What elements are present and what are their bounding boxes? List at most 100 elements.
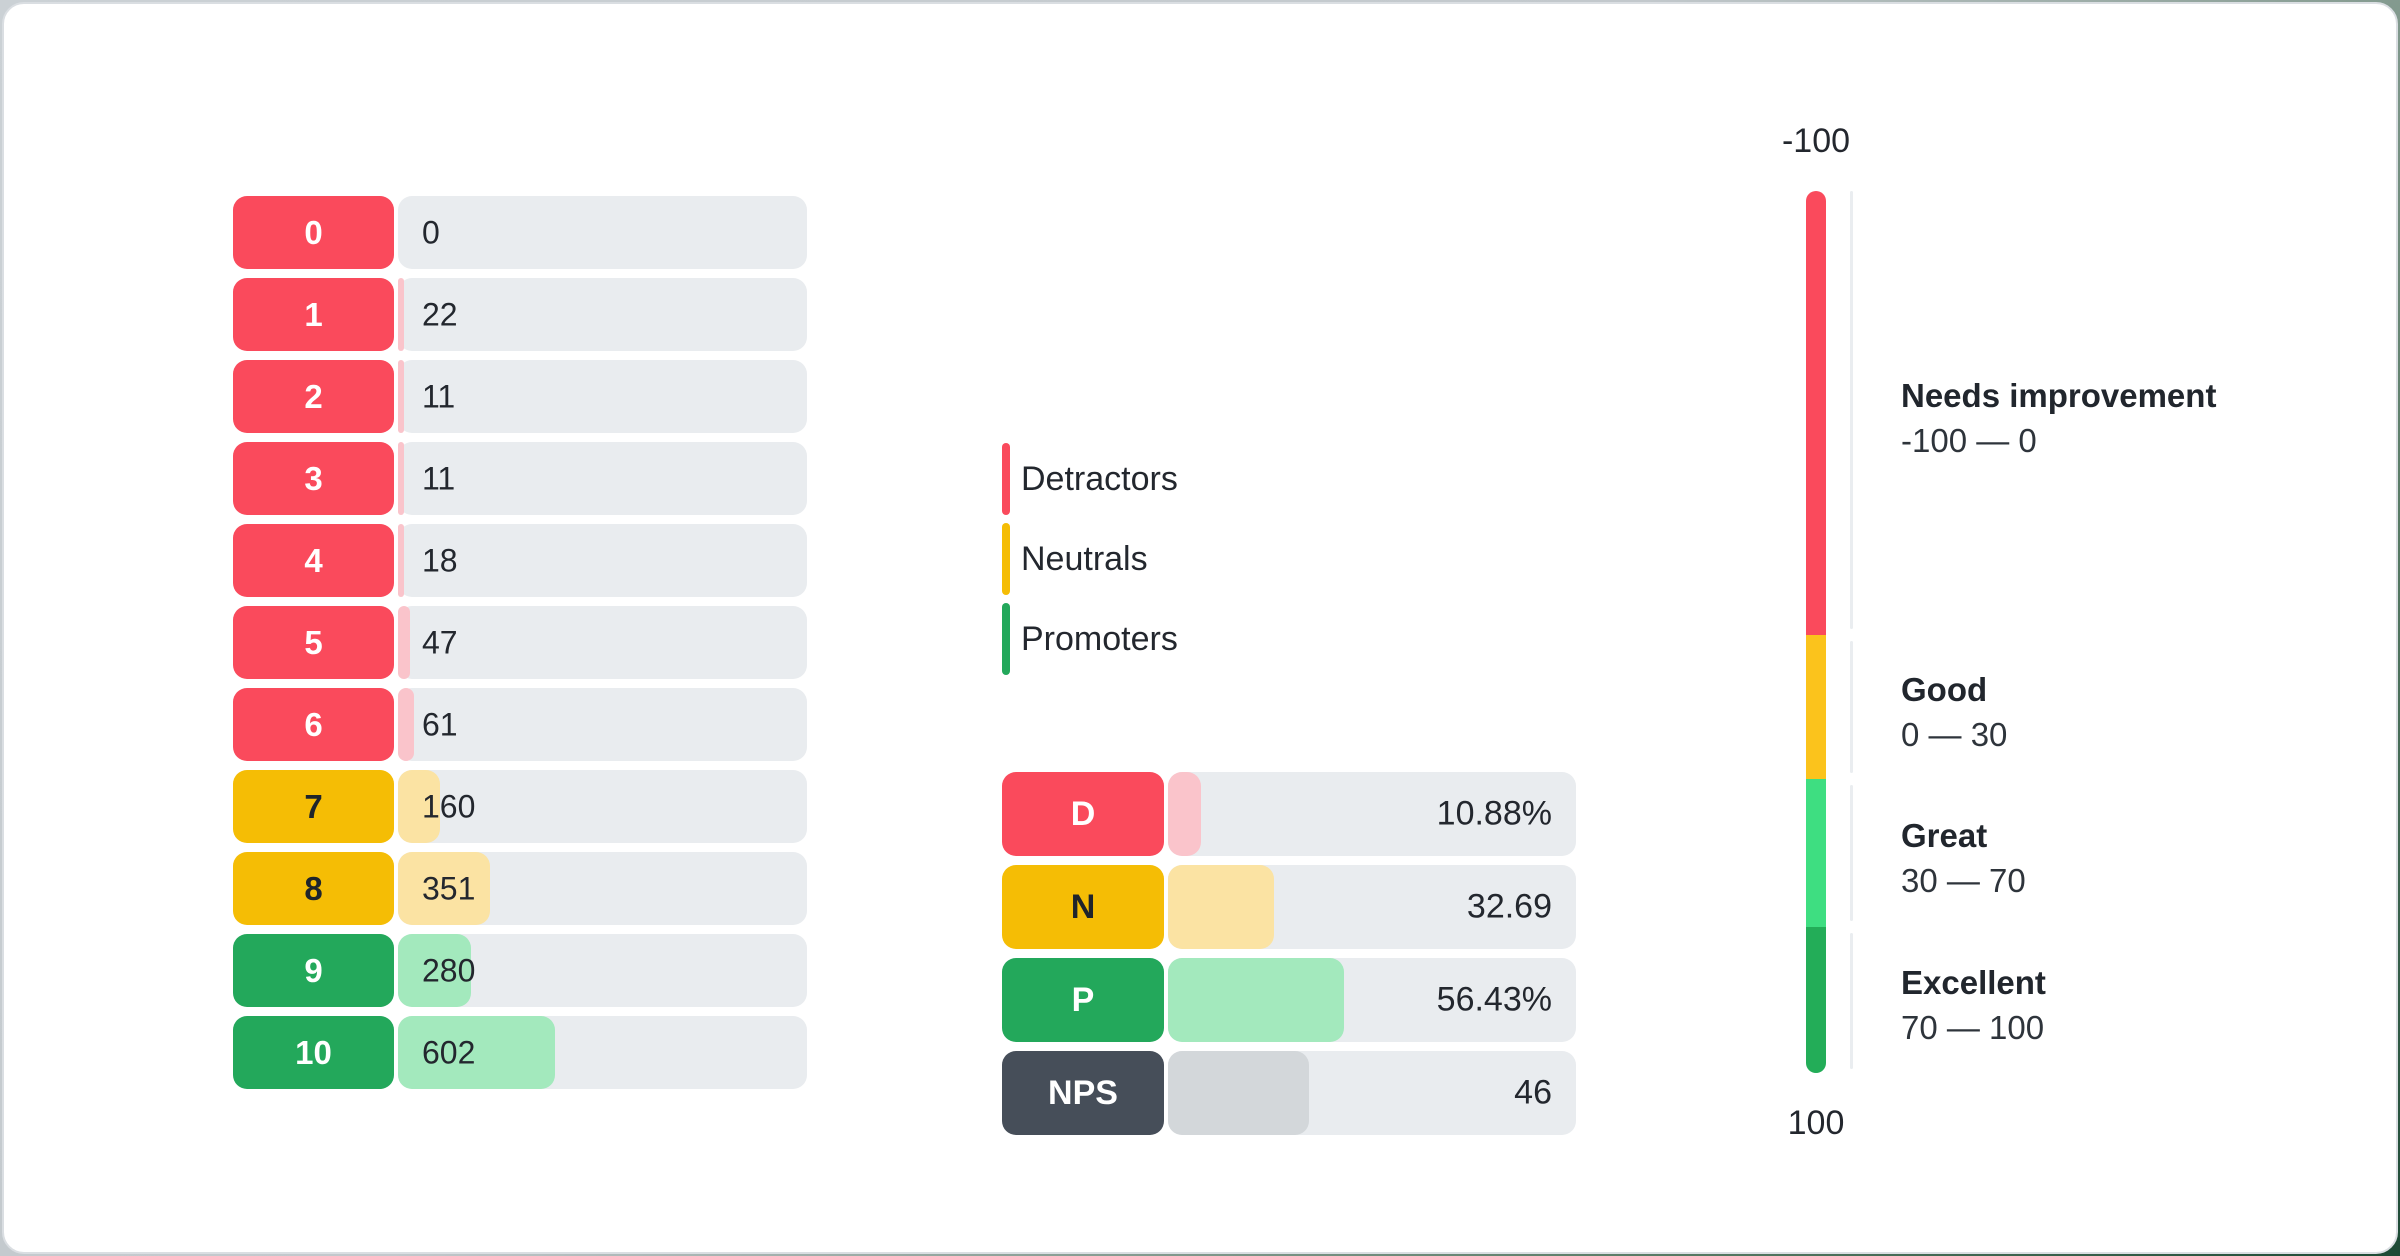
- summary-track: 46: [1168, 1051, 1576, 1135]
- gauge-guide-line: [1850, 191, 1853, 629]
- summary-row: D 10.88%: [1002, 772, 1576, 856]
- legend-item: Detractors: [1002, 443, 1178, 515]
- gauge-max-label: 100: [1787, 1104, 1845, 1142]
- gauge-zone-segment: [1806, 635, 1826, 779]
- score-badge: 5: [233, 606, 394, 679]
- score-fill: [398, 770, 440, 843]
- summary-row: P 56.43%: [1002, 958, 1576, 1042]
- score-count: 160: [422, 788, 476, 824]
- gauge-zone-label: Excellent 70 — 100: [1901, 960, 2331, 1050]
- summary-badge: D: [1002, 772, 1164, 856]
- score-track: 47: [398, 606, 807, 679]
- legend-label: Neutrals: [1021, 539, 1148, 578]
- score-row: 6 61: [233, 688, 807, 761]
- score-badge: 8: [233, 852, 394, 925]
- gauge-zone-title: Good: [1901, 671, 1988, 708]
- score-track: 11: [398, 360, 807, 433]
- summary-track: 56.43%: [1168, 958, 1576, 1042]
- summary-badge: P: [1002, 958, 1164, 1042]
- score-row: 5 47: [233, 606, 807, 679]
- score-fill: [398, 1016, 556, 1089]
- gauge-zone-range: 30 — 70: [1901, 862, 2026, 899]
- gauge-zone-segment: [1806, 779, 1826, 927]
- legend-label: Promoters: [1021, 619, 1178, 658]
- gauge-zone-title: Great: [1901, 817, 1988, 854]
- gauge-bar: [1806, 191, 1826, 1073]
- summary-fill: [1168, 865, 1274, 949]
- summary-fill: [1168, 1051, 1309, 1135]
- gauge-guide-line: [1850, 933, 1853, 1069]
- summary-badge: N: [1002, 865, 1164, 949]
- gauge-zone-label: Needs improvement -100 — 0: [1901, 373, 2331, 463]
- summary-fill: [1168, 772, 1202, 856]
- score-fill: [398, 524, 404, 597]
- summary-row: N 32.69: [1002, 865, 1576, 949]
- score-track: 602: [398, 1016, 807, 1089]
- gauge-zone-range: -100 — 0: [1901, 422, 2037, 459]
- score-fill: [398, 278, 404, 351]
- legend-item: Promoters: [1002, 603, 1178, 675]
- summary-track: 10.88%: [1168, 772, 1576, 856]
- score-badge: 10: [233, 1016, 394, 1089]
- score-track: 61: [398, 688, 807, 761]
- score-count: 22: [422, 296, 458, 332]
- score-badge: 2: [233, 360, 394, 433]
- score-badge: 6: [233, 688, 394, 761]
- gauge-zone-segment: [1806, 191, 1826, 635]
- legend-swatch: [1002, 443, 1010, 515]
- score-count: 18: [422, 542, 458, 578]
- score-track: 280: [398, 934, 807, 1007]
- legend-swatch: [1002, 523, 1010, 595]
- gauge-zone-label: Great 30 — 70: [1901, 813, 2331, 903]
- score-row: 8 351: [233, 852, 807, 925]
- score-badge: 9: [233, 934, 394, 1007]
- score-fill: [398, 606, 411, 679]
- score-count: 351: [422, 870, 476, 906]
- score-count: 0: [422, 214, 440, 250]
- gauge-zone-title: Excellent: [1901, 964, 2046, 1001]
- score-row: 2 11: [233, 360, 807, 433]
- gauge-zone-range: 0 — 30: [1901, 716, 2008, 753]
- score-fill: [398, 934, 472, 1007]
- score-count: 280: [422, 952, 476, 988]
- score-badge: 4: [233, 524, 394, 597]
- summary-row: NPS 46: [1002, 1051, 1576, 1135]
- gauge-zone-title: Needs improvement: [1901, 377, 2217, 414]
- score-track: 18: [398, 524, 807, 597]
- score-row: 9 280: [233, 934, 807, 1007]
- summary-track: 32.69: [1168, 865, 1576, 949]
- score-track: 22: [398, 278, 807, 351]
- gauge-guide-line: [1850, 641, 1853, 773]
- score-row: 10 602: [233, 1016, 807, 1089]
- score-fill: [398, 442, 404, 515]
- gauge-guide-line: [1850, 785, 1853, 921]
- nps-summary-chart: D 10.88% N 32.69 P 56.43% NPS 46: [1002, 772, 1576, 1144]
- summary-value: 32.69: [1466, 887, 1552, 926]
- score-distribution-chart: 0 0 1 22 2 11 3 11 4 18 5 47 6 61 7 160 8 351 9 280 10 602: [233, 196, 807, 1098]
- score-count: 602: [422, 1034, 476, 1070]
- score-count: 11: [422, 460, 456, 496]
- legend-item: Neutrals: [1002, 523, 1178, 595]
- score-track: 0: [398, 196, 807, 269]
- score-count: 11: [422, 378, 456, 414]
- score-track: 351: [398, 852, 807, 925]
- score-count: 47: [422, 624, 458, 660]
- score-badge: 1: [233, 278, 394, 351]
- summary-fill: [1168, 958, 1344, 1042]
- score-fill: [398, 688, 414, 761]
- score-row: 4 18: [233, 524, 807, 597]
- summary-badge: NPS: [1002, 1051, 1164, 1135]
- score-track: 160: [398, 770, 807, 843]
- score-fill: [398, 360, 404, 433]
- gauge-min-label: -100: [1781, 122, 1851, 160]
- gauge-zone-range: 70 — 100: [1901, 1009, 2045, 1046]
- summary-value: 10.88%: [1436, 794, 1552, 833]
- gauge-zone-label: Good 0 — 30: [1901, 667, 2331, 757]
- score-track: 11: [398, 442, 807, 515]
- summary-value: 46: [1514, 1073, 1552, 1112]
- score-row: 3 11: [233, 442, 807, 515]
- score-row: 1 22: [233, 278, 807, 351]
- legend-swatch: [1002, 603, 1010, 675]
- gauge-zone-segment: [1806, 927, 1826, 1073]
